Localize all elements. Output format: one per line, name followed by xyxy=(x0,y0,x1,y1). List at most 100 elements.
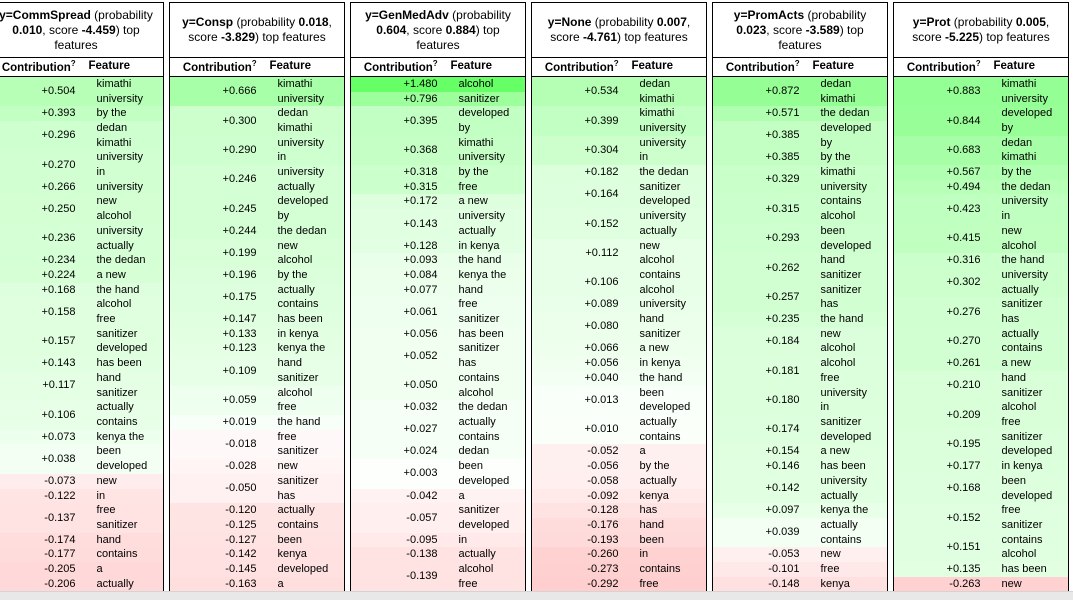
feature-text: contains alcohol xyxy=(639,268,681,296)
feature-row: +0.683 dedan kimathi xyxy=(893,135,1069,166)
feature-row: +0.315 contains alcohol xyxy=(712,194,888,224)
contribution-value: +0.052 xyxy=(403,349,438,362)
feature-row: -0.292 free xyxy=(531,576,707,592)
feature-row: -0.206 actually xyxy=(0,576,164,592)
feature-row: +0.168 been developed xyxy=(893,473,1069,504)
contribution-value: +0.056 xyxy=(584,357,619,370)
feature-row: +0.236 university actually xyxy=(0,223,164,254)
feature-row: +0.073 kenya the xyxy=(0,429,164,445)
feature-text: kimathi university xyxy=(820,166,867,193)
feature-text: actually xyxy=(96,577,134,590)
contribution-value: +0.494 xyxy=(946,180,981,193)
contribution-value: -0.174 xyxy=(44,533,76,546)
feature-row: +0.080 hand sanitizer xyxy=(531,312,707,342)
contribution-value: +1.480 xyxy=(403,77,438,90)
contribution-value: +0.073 xyxy=(41,430,76,443)
probability-word: probability xyxy=(240,15,296,29)
feature-row: +0.013 been developed xyxy=(531,385,707,415)
feature-row: +0.504 kimathi university xyxy=(0,76,164,107)
contribution-value: -0.052 xyxy=(587,445,619,458)
feature-row: -0.073 new xyxy=(0,473,164,489)
feature-row: +0.152 free sanitizer xyxy=(893,503,1069,533)
feature-text: kimathi university xyxy=(458,136,505,164)
contribution-value: +0.571 xyxy=(765,107,800,120)
contribution-help-icon[interactable]: ? xyxy=(794,59,800,68)
feature-row: +0.152 university actually xyxy=(531,209,707,239)
feature-row: -0.163 a xyxy=(169,576,345,592)
feature-text: new alcohol xyxy=(820,327,856,355)
contribution-value: -0.137 xyxy=(44,511,76,524)
feature-row: -0.260 in xyxy=(531,547,707,563)
feature-text: the dedan xyxy=(820,107,870,120)
contribution-value: +0.395 xyxy=(403,114,438,127)
feature-text: actually contains xyxy=(96,401,138,428)
feature-text: developed by xyxy=(458,107,510,134)
feature-row: -0.057 sanitizer developed xyxy=(350,503,526,533)
contribution-value: +0.385 xyxy=(765,151,800,164)
feature-text: a xyxy=(639,445,646,458)
feature-text: kenya xyxy=(277,548,307,561)
contribution-value: -0.127 xyxy=(225,533,257,546)
feature-row: +0.117 hand sanitizer xyxy=(0,370,164,401)
contribution-value: +0.415 xyxy=(946,232,981,245)
feature-text: kenya the xyxy=(458,268,507,281)
contribution-value: +0.567 xyxy=(946,166,981,179)
top-features-label: top features xyxy=(624,30,688,44)
feature-row: +0.059 alcohol free xyxy=(169,385,345,415)
contribution-value: +0.504 xyxy=(41,85,76,98)
feature-row: +0.097 kenya the xyxy=(712,503,888,518)
top-features-label: top features xyxy=(54,22,140,52)
feature-text: a new xyxy=(458,195,488,208)
contribution-value: +0.142 xyxy=(765,482,800,495)
feature-text: a xyxy=(458,489,465,502)
explanation-table: y=None (probability 0.007, score -4.761)… xyxy=(531,2,707,592)
feature-text: actually xyxy=(277,504,315,517)
feature-text: dedan kimathi xyxy=(1001,136,1037,164)
contribution-help-icon[interactable]: ? xyxy=(432,59,438,68)
probability-value: 0.604 xyxy=(376,22,407,37)
contribution-help-icon[interactable]: ? xyxy=(613,59,619,68)
contribution-value: +0.135 xyxy=(946,563,981,576)
feature-text: in xyxy=(96,489,106,502)
contribution-value: +0.157 xyxy=(41,335,76,348)
contribution-value: +0.883 xyxy=(946,85,981,98)
feature-row: +0.395 developed by xyxy=(350,106,526,136)
contribution-value: -0.176 xyxy=(587,518,619,531)
probability-value: 0.010 xyxy=(12,22,43,37)
feature-text: sanitizer developed xyxy=(458,504,510,531)
contribution-value: +0.180 xyxy=(765,393,800,406)
feature-text: in kenya xyxy=(277,327,319,340)
feature-text: developed xyxy=(277,563,329,576)
contribution-value: -0.292 xyxy=(587,577,619,590)
contribution-help-icon[interactable]: ? xyxy=(70,59,76,68)
feature-row: +0.181 alcohol free xyxy=(712,356,888,386)
feature-row: -0.056 by the xyxy=(531,459,707,474)
contribution-help-icon[interactable]: ? xyxy=(251,59,257,68)
feature-text: the dedan xyxy=(96,254,146,267)
feature-text: university in xyxy=(277,136,324,164)
score-value: -4.761 xyxy=(582,30,617,44)
feature-column-header: Feature xyxy=(631,57,707,77)
contribution-value: +0.123 xyxy=(222,342,257,355)
contribution-value: +0.143 xyxy=(403,217,438,230)
contribution-value: +0.534 xyxy=(584,85,619,98)
probability-value: 0.007 xyxy=(656,15,687,29)
feature-text: been xyxy=(639,533,664,546)
contribution-value: -0.139 xyxy=(406,570,438,583)
feature-row: +0.089 university xyxy=(531,297,707,313)
contribution-help-icon[interactable]: ? xyxy=(975,59,981,68)
feature-row: +0.315 free xyxy=(350,179,526,195)
feature-row: -0.193 been xyxy=(531,532,707,548)
feature-text: free sanitizer xyxy=(458,298,500,326)
feature-text: dedan kimathi xyxy=(277,107,313,134)
feature-text: sanitizer has xyxy=(458,342,500,370)
contribution-value: -0.050 xyxy=(225,482,257,495)
feature-text: actually xyxy=(458,548,496,561)
feature-text: university xyxy=(639,298,686,311)
target-label: y=Consp xyxy=(182,15,234,29)
feature-text: been developed xyxy=(1001,474,1053,502)
feature-text: free xyxy=(820,563,840,576)
score-value: -3.829 xyxy=(220,30,255,44)
feature-text: kenya the xyxy=(96,430,145,443)
